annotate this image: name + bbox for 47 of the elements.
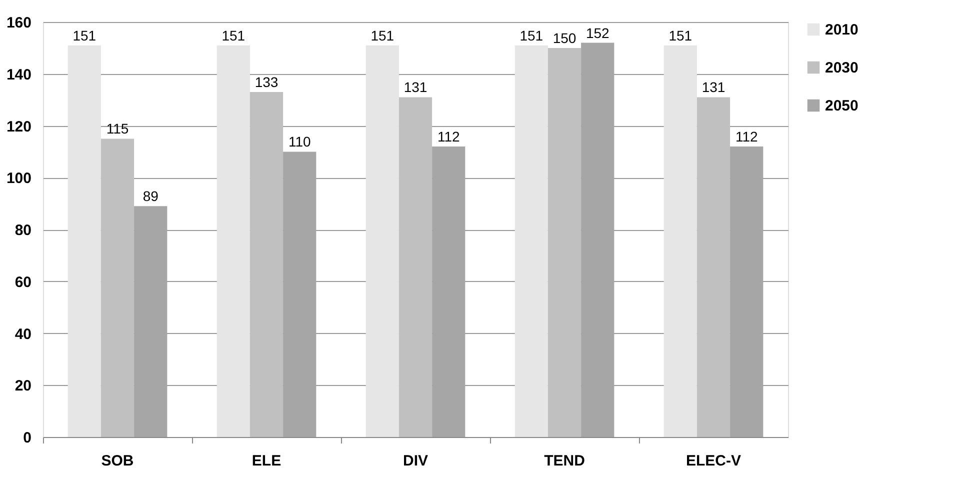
data-label: 150 — [552, 30, 576, 46]
x-tick-label: DIV — [402, 452, 428, 470]
legend-label: 2030 — [825, 60, 858, 76]
data-label: 110 — [288, 134, 311, 150]
data-label: 151 — [72, 27, 96, 44]
data-label: 151 — [370, 27, 394, 44]
y-tick-label: 140 — [6, 66, 32, 84]
y-tick-label: 60 — [14, 274, 32, 291]
bar — [366, 45, 399, 437]
x-tick-label: TEND — [544, 452, 586, 470]
bar — [730, 146, 764, 437]
y-tick-label: 120 — [6, 118, 32, 136]
data-label: 89 — [142, 188, 159, 204]
data-label: 151 — [668, 27, 692, 44]
bar — [432, 146, 466, 437]
bar — [134, 206, 168, 437]
legend-label: 2050 — [825, 98, 858, 114]
bar — [548, 48, 582, 437]
x-tick-label: ELE — [252, 452, 282, 470]
y-tick-label: 100 — [6, 170, 32, 188]
data-label: 131 — [404, 79, 428, 96]
y-tick-label: 80 — [14, 222, 32, 239]
data-label: 152 — [586, 24, 610, 41]
bar — [216, 45, 250, 437]
data-label: 151 — [222, 27, 246, 44]
y-tick-label: 20 — [14, 378, 32, 395]
data-label: 131 — [702, 79, 726, 96]
y-tick-label: 40 — [14, 326, 32, 343]
bar — [398, 97, 432, 437]
legend-label: 2010 — [825, 22, 858, 38]
bar — [283, 152, 316, 437]
x-tick-label: ELEC-V — [686, 452, 742, 470]
bar — [100, 138, 134, 437]
data-label: 115 — [106, 120, 129, 137]
data-label: 151 — [520, 27, 544, 44]
bar — [68, 45, 101, 437]
bar — [664, 45, 697, 437]
x-tick-label: SOB — [101, 452, 134, 470]
bar — [250, 92, 284, 437]
bar — [696, 97, 730, 437]
y-tick-label: 160 — [6, 14, 32, 32]
bar — [514, 45, 548, 437]
bar — [581, 42, 614, 437]
y-tick-label: 0 — [23, 430, 32, 446]
data-label: 112 — [735, 128, 758, 144]
data-label: 112 — [437, 128, 460, 144]
data-label: 133 — [254, 74, 278, 90]
